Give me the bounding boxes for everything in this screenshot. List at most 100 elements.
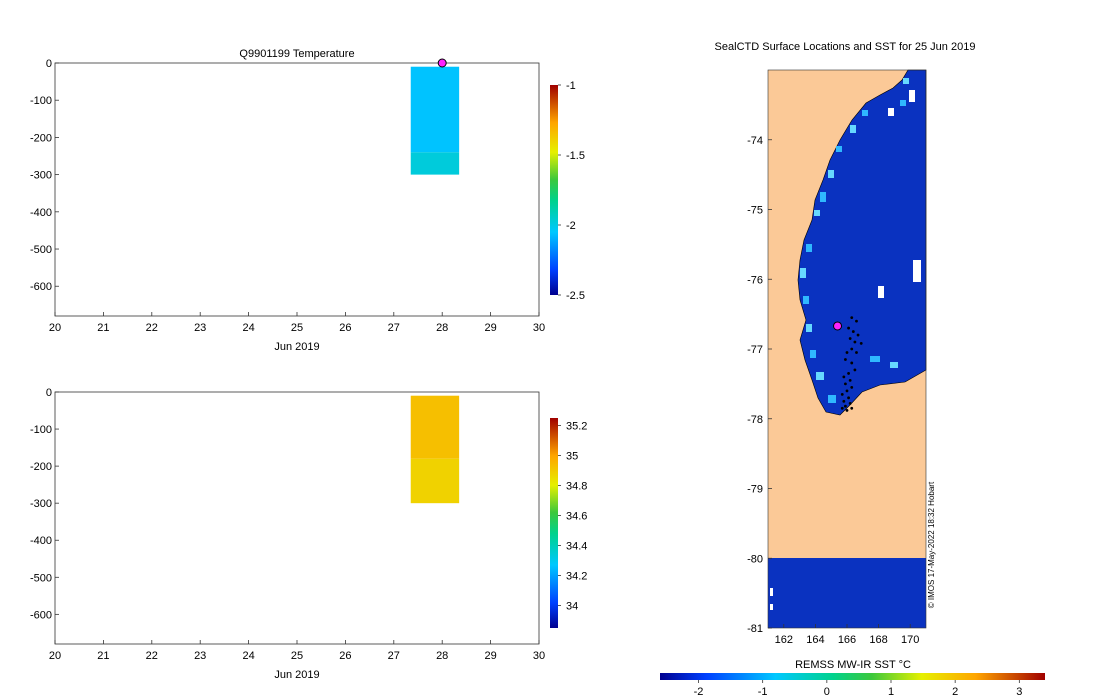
map-colorbar-tick-label: 2 [952,686,958,698]
map-colorbar-tick-label: -2 [694,686,704,698]
colorbar-tick-label: 34.2 [566,571,587,583]
y-tick-label: -600 [30,281,52,293]
map-y-tick-label: -75 [747,205,763,217]
x-tick-label: 23 [194,322,206,334]
colorbar-tick-label: -1.5 [566,150,585,162]
track-point [850,347,854,351]
x-tick-label: 22 [146,322,158,334]
profile-cell [410,458,460,504]
track-point [855,351,858,354]
y-tick-label: -300 [30,170,52,182]
track-point [850,385,854,389]
temperature-axes [54,62,540,317]
colorbar-tick-label: 34.6 [566,511,587,523]
map-colorbar [660,673,1045,680]
latest-location-marker [833,321,843,331]
temperature-panel: Q9901199 Temperature 20 21 22 23 24 25 26 27 28 2… [30,48,585,353]
y-tick-label: -200 [30,461,52,473]
y-tick-label: 0 [46,387,52,399]
sst-map-panel: SealCTD Surface Locations and SST for 25… [660,41,1045,698]
colorbar-tick-label: -2 [566,220,576,232]
map-x-tick-label: 170 [901,634,919,646]
sst-field-south [768,558,926,628]
colorbar-tick-label: 34.8 [566,481,587,493]
map-y-tick-label: -81 [747,623,763,635]
track-point [840,392,844,396]
colorbar-tick-label: 34 [566,601,578,613]
salinity-xlabel: Jun 2019 [274,669,319,681]
track-point [845,408,849,412]
coastal-sst-pixels [770,78,921,610]
track-point [855,319,858,323]
map-title: SealCTD Surface Locations and SST for 25… [715,41,976,53]
map-colorbar-tick-label: 0 [824,686,830,698]
map-colorbar-tick-label: 3 [1016,686,1022,698]
track-point [851,330,855,333]
map-x-tick-label: 166 [838,634,856,646]
profile-cell [410,66,460,153]
track-point [859,342,863,345]
track-point [853,340,857,344]
track-point [840,406,844,410]
salinity-panel: 20 21 22 23 24 25 26 27 28 29 30 0 -100 -200 -300 -400… [30,387,587,681]
track-point [844,382,847,386]
track-point [848,378,852,382]
track-point [850,361,854,365]
map-colorbar-tick-label: 1 [888,686,894,698]
track-point [856,333,860,337]
map-x-tick-label: 168 [869,634,887,646]
y-tick-label: -200 [30,132,52,144]
temperature-xlabel: Jun 2019 [274,341,319,353]
x-tick-label: 23 [194,650,206,662]
x-tick-label: 21 [97,322,109,334]
x-tick-label: 21 [97,650,109,662]
x-tick-label: 29 [484,650,496,662]
y-tick-label: -100 [30,95,52,107]
temperature-colorbar [550,85,558,295]
track-point [845,389,849,393]
y-tick-label: 0 [46,58,52,70]
x-tick-label: 27 [388,650,400,662]
y-tick-label: -400 [30,535,52,547]
track-point [853,368,857,372]
x-tick-label: 27 [388,322,400,334]
map-colorbar-tick-label: -1 [758,686,768,698]
track-point [847,396,850,400]
credit-text: © IMOS 17-May-2022 18:32 Hobart [927,481,936,608]
x-tick-label: 25 [291,322,303,334]
temperature-title: Q9901199 Temperature [239,48,354,60]
x-tick-label: 26 [339,322,351,334]
ross-sea-water [797,69,927,416]
track-point [842,375,846,379]
map-y-tick-label: -78 [747,414,763,426]
x-tick-label: 24 [242,650,254,662]
map-y-tick-label: -76 [747,274,763,286]
x-tick-label: 25 [291,650,303,662]
track-point [850,406,854,410]
y-tick-label: -500 [30,244,52,256]
track-point [850,316,854,320]
map-x-tick-label: 164 [806,634,824,646]
latest-profile-marker [437,58,447,68]
salinity-axes [54,391,540,645]
colorbar-tick-label: -2.5 [566,290,585,302]
y-tick-label: -300 [30,498,52,510]
x-tick-label: 29 [484,322,496,334]
track-point [847,372,850,375]
map-y-tick-label: -74 [747,135,763,147]
x-tick-label: 30 [533,322,545,334]
map-y-tick-label: -77 [747,344,763,356]
x-tick-label: 24 [242,322,254,334]
map-x-tick-label: 162 [775,634,793,646]
track-point [844,404,847,408]
profile-cell [410,395,460,459]
x-tick-label: 28 [436,322,448,334]
track-point [845,351,849,354]
map-y-tick-label: -80 [747,553,763,565]
x-tick-label: 22 [146,650,158,662]
y-tick-label: -100 [30,424,52,436]
y-tick-label: -400 [30,207,52,219]
colorbar-tick-label: 35 [566,451,578,463]
track-point [848,402,852,405]
